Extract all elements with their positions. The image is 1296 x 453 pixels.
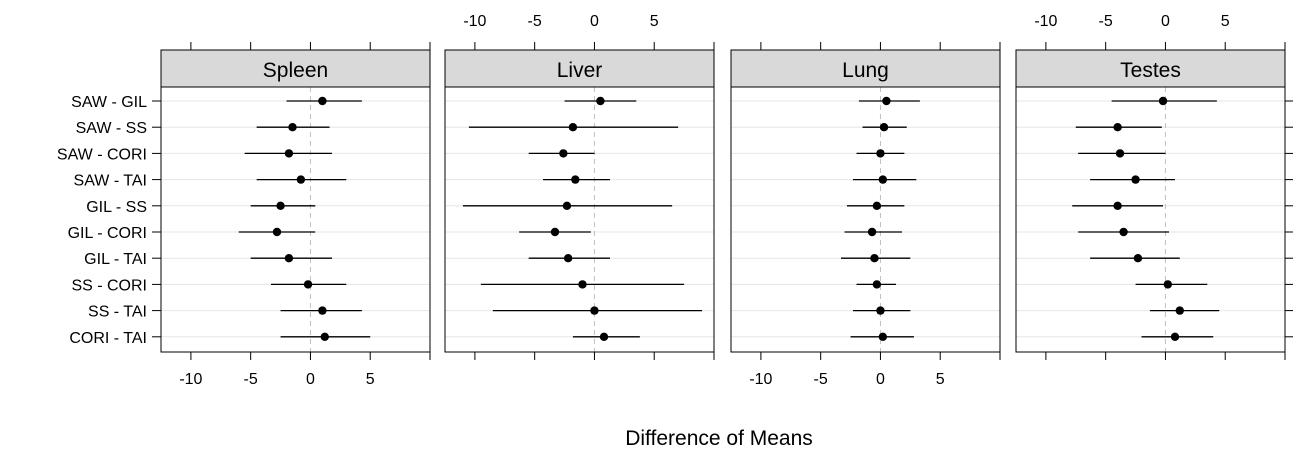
estimate-point [1158, 96, 1168, 106]
strip-background [161, 50, 430, 87]
x-tick-label: -5 [814, 371, 828, 388]
strip-background [1016, 50, 1285, 87]
x-tick-label: -10 [1034, 13, 1057, 30]
panel-lung: Lung -10 -5 0 5 [730, 42, 1001, 388]
estimate-point [284, 149, 294, 158]
estimate-point [1113, 123, 1122, 132]
panels: SAW - GIL SAW - SS SAW - CORI SAW - TAI GIL … [57, 13, 1293, 388]
estimate-point [876, 149, 885, 158]
estimate-point [296, 175, 306, 184]
x-tick-label: 5 [936, 371, 945, 388]
x-tick-label: -10 [179, 371, 202, 388]
estimate-point [870, 254, 879, 263]
estimate-point [272, 227, 282, 237]
estimate-point [867, 227, 877, 237]
estimate-point [1163, 280, 1173, 289]
x-tick-label: 0 [306, 371, 315, 388]
estimate-point [550, 227, 560, 237]
estimate-point [1113, 201, 1122, 210]
estimate-point [559, 149, 568, 158]
x-tick-label: 0 [590, 13, 599, 30]
estimate-point [878, 175, 888, 184]
estimate-point [571, 175, 580, 184]
panel-border [730, 49, 1001, 353]
estimate-point [878, 332, 888, 341]
panel-border [444, 49, 715, 353]
estimate-point [1175, 306, 1184, 315]
estimate-point [1119, 227, 1128, 237]
panel-testes: Testes -10 -5 0 5 [1015, 13, 1286, 360]
estimate-point [284, 254, 294, 263]
estimate-point [578, 280, 587, 289]
estimate-point [1170, 332, 1180, 341]
y-tick-label: CORI - TAI [69, 330, 147, 347]
x-tick-label: -10 [749, 371, 772, 388]
estimate-point [882, 96, 891, 106]
estimate-point [596, 96, 605, 106]
estimate-point [876, 306, 885, 315]
estimate-point [1115, 149, 1125, 158]
panel-border [1015, 49, 1286, 353]
estimate-point [590, 306, 599, 315]
x-tick-label: -5 [528, 13, 542, 30]
panel-liver: Liver -10 -5 0 5 [444, 13, 715, 360]
y-tick-label: GIL - CORI [68, 225, 147, 242]
strip-label: Lung [842, 59, 889, 82]
estimate-point [599, 332, 609, 341]
estimate-point [320, 332, 329, 341]
estimate-point [568, 123, 578, 132]
x-tick-label: 5 [1221, 13, 1230, 30]
strip-background [731, 50, 1000, 87]
y-tick-label: SS - CORI [71, 277, 147, 294]
estimate-point [318, 96, 327, 106]
x-tick-label: -10 [463, 13, 486, 30]
x-axis-title: Difference of Means [625, 427, 813, 450]
estimate-point [303, 280, 313, 289]
estimate-point [563, 254, 573, 263]
y-tick-label: SAW - CORI [57, 146, 147, 163]
estimate-point [872, 280, 882, 289]
x-tick-label: -5 [1099, 13, 1113, 30]
strip-label: Spleen [263, 59, 328, 82]
estimate-point [879, 123, 889, 132]
strip-background [445, 50, 714, 87]
y-tick-label: SAW - SS [76, 120, 147, 137]
x-tick-label: 5 [650, 13, 659, 30]
estimate-point [1133, 254, 1143, 263]
panel-border [160, 49, 431, 353]
estimate-point [562, 201, 572, 210]
estimate-point [276, 201, 285, 210]
x-tick-label: 0 [1161, 13, 1170, 30]
y-tick-label: GIL - SS [86, 199, 147, 216]
estimate-point [1131, 175, 1140, 184]
estimate-point [318, 306, 327, 315]
estimate-point [288, 123, 297, 132]
y-tick-label: GIL - TAI [84, 251, 147, 268]
strip-label: Testes [1120, 59, 1181, 82]
estimate-point [872, 201, 882, 210]
strip-label: Liver [557, 59, 603, 82]
panel-spleen: Spleen -10 -5 0 5 [160, 42, 431, 388]
y-tick-label: SS - TAI [88, 304, 147, 321]
y-tick-label: SAW - GIL [71, 94, 147, 111]
x-tick-label: 5 [366, 371, 375, 388]
y-tick-label: SAW - TAI [74, 173, 147, 190]
x-tick-label: -5 [244, 371, 258, 388]
x-tick-label: 0 [876, 371, 885, 388]
